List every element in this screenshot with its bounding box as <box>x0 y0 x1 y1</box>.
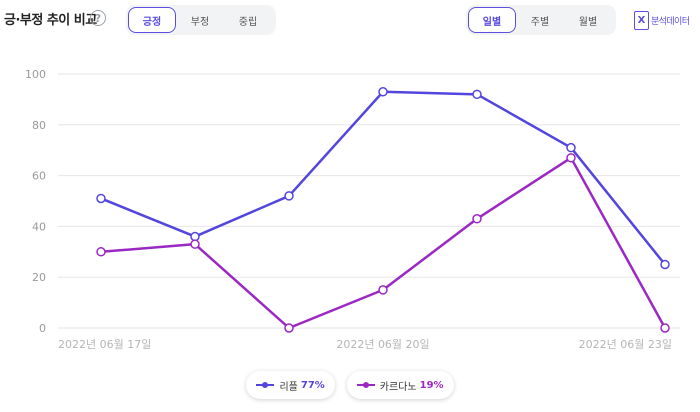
series-line-1 <box>100 90 666 266</box>
period-toggle: 일별 주별 월별 <box>466 5 616 35</box>
data-point-series-1 <box>190 231 200 242</box>
data-point-series-2 <box>378 285 388 295</box>
legend-share: 77% <box>300 379 325 391</box>
data-point-series-1 <box>378 87 388 97</box>
data-point-series-2 <box>190 239 200 249</box>
excel-icon: X <box>634 10 649 30</box>
y-tick-label: 40 <box>32 220 46 233</box>
data-point-series-1 <box>660 259 670 270</box>
y-tick-label: 0 <box>39 322 46 335</box>
x-tick-label: 2022년 06월 23일 <box>579 337 672 351</box>
legend-item-series-1[interactable]: 리플 77% <box>246 371 335 399</box>
line-chart: 0 20 40 60 80 100 2022년 06월 17일 2022년 06월 20일 20… <box>25 68 680 351</box>
page-title: 긍·부정 추이 비교 <box>4 13 97 28</box>
data-point-series-1 <box>472 89 482 100</box>
legend-marker-series-1 <box>256 382 275 388</box>
tab-monthly[interactable]: 월별 <box>578 16 598 28</box>
chart-header: 긍·부정 추이 비교 ? 긍정 부정 중립 일별 주별 월별 X 분석데이터 <box>0 0 700 40</box>
data-point-series-2 <box>472 214 482 224</box>
export-label: 분석데이터 <box>651 16 690 27</box>
sentiment-toggle: 긍정 부정 중립 <box>126 5 276 35</box>
legend-share: 19% <box>419 379 444 391</box>
data-point-series-1 <box>284 191 294 201</box>
data-point-series-2 <box>660 323 670 333</box>
x-tick-label: 2022년 06월 20일 <box>336 337 429 351</box>
data-point-series-2 <box>566 153 576 163</box>
export-data-button[interactable]: X 분석데이터 <box>634 9 690 31</box>
tab-negative[interactable]: 부정 <box>190 16 210 28</box>
tab-positive[interactable]: 긍정 <box>128 7 176 33</box>
legend-name: 리플 <box>279 381 298 393</box>
chart-legend: 리플 77% 카르다노 19% <box>0 371 700 399</box>
y-tick-label: 80 <box>32 119 46 132</box>
tab-daily[interactable]: 일별 <box>468 7 516 33</box>
legend-item-series-2[interactable]: 카르다노 19% <box>346 371 454 399</box>
x-tick-label: 2022년 06월 17일 <box>58 337 151 351</box>
y-tick-label: 60 <box>32 170 46 183</box>
help-icon[interactable]: ? <box>90 10 106 26</box>
data-point-series-1 <box>566 142 576 153</box>
tab-neutral[interactable]: 중립 <box>238 16 258 28</box>
y-tick-label: 100 <box>25 68 46 81</box>
y-tick-label: 20 <box>32 271 46 284</box>
data-point-series-2 <box>284 323 294 333</box>
legend-marker-series-2 <box>356 382 375 388</box>
data-point-series-2 <box>96 247 106 257</box>
legend-name: 카르다노 <box>379 381 417 393</box>
tab-weekly[interactable]: 주별 <box>530 16 550 28</box>
series-line-2 <box>100 156 667 330</box>
data-point-series-1 <box>96 193 106 204</box>
